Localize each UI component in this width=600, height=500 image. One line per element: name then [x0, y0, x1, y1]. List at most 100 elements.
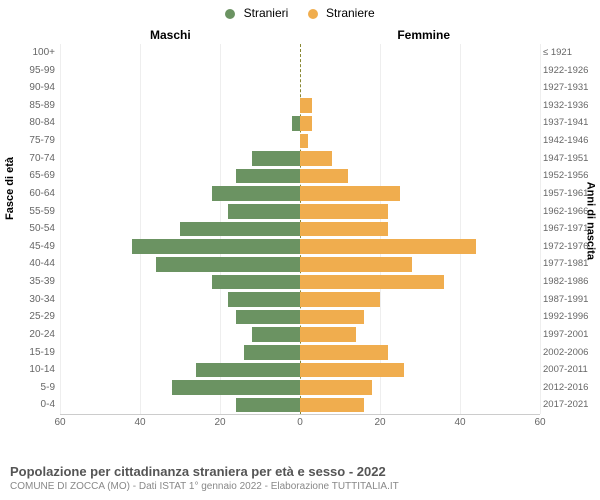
legend-label-female: Straniere — [326, 6, 375, 20]
bar-female — [300, 169, 348, 184]
bar-male — [132, 239, 300, 254]
age-label: 30-34 — [10, 291, 55, 309]
pyramid-row: 10-142007-2011 — [60, 361, 540, 379]
birth-year-label: 1967-1971 — [543, 220, 595, 238]
birth-year-label: 1987-1991 — [543, 291, 595, 309]
bar-female — [300, 275, 444, 290]
bar-male — [292, 116, 300, 131]
x-axis: 6040200204060 — [60, 414, 540, 434]
age-label: 65-69 — [10, 167, 55, 185]
age-label: 25-29 — [10, 308, 55, 326]
plot-area: 100+≤ 192195-991922-192690-941927-193185… — [60, 44, 540, 434]
birth-year-label: 1947-1951 — [543, 150, 595, 168]
age-label: 70-74 — [10, 150, 55, 168]
bar-female — [300, 292, 380, 307]
birth-year-label: 2002-2006 — [543, 344, 595, 362]
bar-female — [300, 310, 364, 325]
legend-dot-male — [225, 9, 235, 19]
pyramid-row: 40-441977-1981 — [60, 255, 540, 273]
age-label: 35-39 — [10, 273, 55, 291]
bar-female — [300, 380, 372, 395]
bar-male — [212, 186, 300, 201]
birth-year-label: 1937-1941 — [543, 114, 595, 132]
bar-male — [244, 345, 300, 360]
birth-year-label: 1977-1981 — [543, 255, 595, 273]
bar-female — [300, 116, 312, 131]
age-label: 45-49 — [10, 238, 55, 256]
age-label: 75-79 — [10, 132, 55, 150]
age-label: 95-99 — [10, 62, 55, 80]
bar-female — [300, 398, 364, 413]
x-axis-line — [60, 414, 540, 415]
age-label: 55-59 — [10, 203, 55, 221]
pyramid-row: 90-941927-1931 — [60, 79, 540, 97]
bar-male — [156, 257, 300, 272]
gridline — [540, 44, 541, 414]
age-label: 0-4 — [10, 396, 55, 414]
bar-female — [300, 204, 388, 219]
pyramid-row: 0-42017-2021 — [60, 396, 540, 414]
birth-year-label: 2017-2021 — [543, 396, 595, 414]
header-male: Maschi — [150, 28, 191, 42]
x-tick: 60 — [534, 417, 545, 428]
pyramid-row: 25-291992-1996 — [60, 308, 540, 326]
pyramid-row: 30-341987-1991 — [60, 291, 540, 309]
x-tick: 40 — [454, 417, 465, 428]
age-label: 60-64 — [10, 185, 55, 203]
bar-male — [228, 292, 300, 307]
bar-female — [300, 327, 356, 342]
bar-female — [300, 186, 400, 201]
bar-male — [196, 363, 300, 378]
bar-male — [212, 275, 300, 290]
bar-male — [228, 204, 300, 219]
pyramid-row: 50-541967-1971 — [60, 220, 540, 238]
legend-dot-female — [308, 9, 318, 19]
bar-male — [252, 151, 300, 166]
x-tick: 0 — [297, 417, 303, 428]
age-label: 80-84 — [10, 114, 55, 132]
birth-year-label: 2007-2011 — [543, 361, 595, 379]
x-tick: 40 — [134, 417, 145, 428]
header-female: Femmine — [397, 28, 450, 42]
legend: Stranieri Straniere — [0, 6, 600, 20]
bar-female — [300, 98, 312, 113]
x-tick: 20 — [374, 417, 385, 428]
bar-male — [236, 398, 300, 413]
age-label: 90-94 — [10, 79, 55, 97]
birth-year-label: 1997-2001 — [543, 326, 595, 344]
age-label: 100+ — [10, 44, 55, 62]
pyramid-row: 60-641957-1961 — [60, 185, 540, 203]
legend-item-male: Stranieri — [225, 6, 288, 20]
pyramid-row: 80-841937-1941 — [60, 114, 540, 132]
bar-female — [300, 257, 412, 272]
pyramid-row: 35-391982-1986 — [60, 273, 540, 291]
bar-female — [300, 239, 476, 254]
pyramid-row: 100+≤ 1921 — [60, 44, 540, 62]
birth-year-label: 1927-1931 — [543, 79, 595, 97]
birth-year-label: 1992-1996 — [543, 308, 595, 326]
pyramid-row: 15-192002-2006 — [60, 344, 540, 362]
age-label: 85-89 — [10, 97, 55, 115]
footer: Popolazione per cittadinanza straniera p… — [10, 464, 590, 492]
pyramid-row: 55-591962-1966 — [60, 203, 540, 221]
birth-year-label: 1932-1936 — [543, 97, 595, 115]
x-tick: 20 — [214, 417, 225, 428]
bar-female — [300, 222, 388, 237]
bar-female — [300, 363, 404, 378]
age-label: 15-19 — [10, 344, 55, 362]
legend-label-male: Stranieri — [244, 6, 289, 20]
birth-year-label: 1942-1946 — [543, 132, 595, 150]
population-pyramid-chart: Stranieri Straniere Maschi Femmine Fasce… — [0, 0, 600, 500]
pyramid-row: 45-491972-1976 — [60, 238, 540, 256]
birth-year-label: 1982-1986 — [543, 273, 595, 291]
bar-male — [180, 222, 300, 237]
bar-male — [252, 327, 300, 342]
pyramid-row: 95-991922-1926 — [60, 62, 540, 80]
bar-male — [172, 380, 300, 395]
pyramid-row: 85-891932-1936 — [60, 97, 540, 115]
bars-container: 100+≤ 192195-991922-192690-941927-193185… — [60, 44, 540, 414]
age-label: 5-9 — [10, 379, 55, 397]
birth-year-label: 1962-1966 — [543, 203, 595, 221]
bar-female — [300, 151, 332, 166]
age-label: 50-54 — [10, 220, 55, 238]
